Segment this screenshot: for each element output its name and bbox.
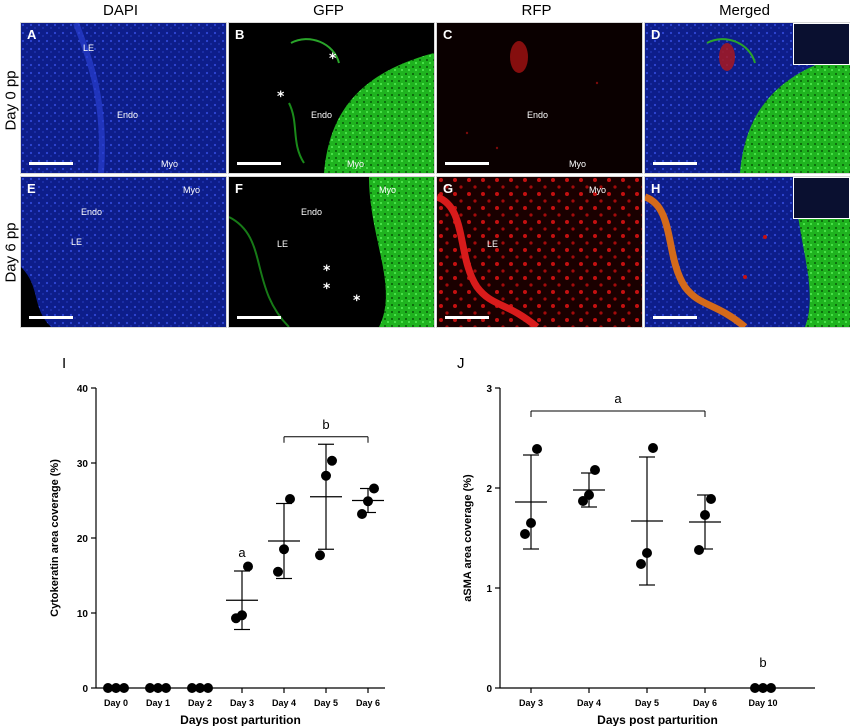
data-point	[648, 443, 658, 453]
x-tick-label: Day 10	[748, 698, 777, 708]
x-tick-label: Day 5	[314, 698, 338, 708]
y-axis-label: aSMA area coverage (%)	[462, 474, 474, 602]
data-point	[584, 490, 594, 500]
data-point	[766, 683, 776, 693]
y-tick-label: 0	[82, 684, 88, 695]
data-point	[642, 548, 652, 558]
data-point	[357, 509, 367, 519]
data-point	[187, 683, 197, 693]
scale-bar	[29, 162, 73, 165]
micrograph-panel-f: F Endo Myo LE * * *	[228, 176, 435, 328]
data-point	[237, 610, 247, 621]
data-point	[153, 683, 163, 693]
scale-bar	[237, 316, 281, 319]
data-point	[520, 529, 530, 539]
data-point	[203, 683, 213, 693]
data-point	[119, 683, 129, 693]
x-tick-label: Day 4	[577, 698, 601, 708]
scale-bar	[653, 316, 697, 319]
annotation-a: a	[614, 391, 622, 406]
x-tick-label: Day 6	[693, 698, 717, 708]
x-tick-label: Day 1	[146, 698, 170, 708]
x-tick-label: Day 3	[230, 698, 254, 708]
data-point	[758, 683, 768, 693]
data-point	[636, 559, 646, 569]
micrograph-panel-g: G Myo LE	[436, 176, 643, 328]
data-point	[700, 510, 710, 520]
y-tick-label: 30	[77, 459, 89, 470]
data-point	[532, 444, 542, 454]
data-point	[750, 683, 760, 693]
y-tick-label: 0	[486, 684, 492, 695]
chart-cytokeratin: I 0 10 20 30 40 Day 0 Day 1 Day 2 Day 3 Day 4 Day 5…	[49, 355, 385, 726]
data-point	[243, 561, 253, 572]
y-tick-label: 2	[486, 484, 492, 495]
data-point	[161, 683, 171, 693]
y-axis-label: Cytokeratin area coverage (%)	[49, 459, 61, 617]
x-tick-label: Day 2	[188, 698, 212, 708]
data-point	[363, 496, 373, 507]
inset-image	[793, 23, 850, 65]
micrograph-panel-d: D	[644, 22, 850, 174]
data-point	[103, 683, 113, 693]
scale-bar	[445, 316, 489, 319]
micrograph-panel-b: B * * Endo Myo	[228, 22, 435, 174]
column-header-rfp: RFP	[521, 2, 552, 19]
data-point	[706, 494, 716, 504]
data-point	[273, 566, 283, 577]
column-header-dapi: DAPI	[102, 2, 138, 19]
x-axis-label: Days post parturition	[597, 713, 718, 726]
annotation-b: b	[759, 655, 766, 670]
data-point	[526, 518, 536, 528]
inset-image	[793, 177, 850, 219]
column-header-merged: Merged	[719, 2, 770, 19]
panel-letter: I	[62, 355, 66, 372]
scale-bar	[29, 316, 73, 319]
x-tick-label: Day 0	[104, 698, 128, 708]
data-point	[285, 494, 295, 504]
x-tick-label: Day 5	[635, 698, 659, 708]
scale-bar	[237, 162, 281, 165]
micrograph-panel-a: A LE Endo Myo	[20, 22, 227, 174]
x-axis-label: Days post parturition	[180, 713, 301, 726]
data-point	[111, 683, 121, 693]
data-point	[279, 544, 289, 555]
data-point	[327, 455, 337, 466]
row-header-day6: Day 6 pp	[2, 221, 20, 283]
x-tick-label: Day 4	[272, 698, 296, 708]
data-point	[694, 545, 704, 555]
scale-bar	[445, 162, 489, 165]
data-point	[145, 683, 155, 693]
micrograph-panel-e: E Endo Myo LE	[20, 176, 227, 328]
annotation-a: a	[238, 545, 246, 560]
data-point	[590, 465, 600, 475]
scale-bar	[653, 162, 697, 165]
data-point	[195, 683, 205, 693]
chart-asma: J 0 1 2 3 Day 3 Day 4 Day 5 Day 6 Day 10 Days post…	[457, 355, 815, 726]
x-tick-label: Day 6	[356, 698, 380, 708]
row-header-day0: Day 0 pp	[2, 69, 20, 131]
y-tick-label: 10	[77, 609, 89, 620]
y-tick-label: 40	[77, 384, 89, 395]
x-tick-label: Day 3	[519, 698, 543, 708]
annotation-b: b	[322, 417, 329, 432]
micrograph-panel-c: C Endo Myo	[436, 22, 643, 174]
panel-letter: J	[457, 355, 465, 372]
y-tick-label: 3	[486, 384, 492, 395]
data-point	[369, 483, 379, 494]
data-point	[321, 470, 331, 481]
y-tick-label: 20	[77, 534, 89, 545]
micrograph-panel-h: H	[644, 176, 850, 328]
column-header-gfp: GFP	[313, 2, 344, 19]
data-point	[315, 550, 325, 561]
y-tick-label: 1	[486, 584, 492, 595]
